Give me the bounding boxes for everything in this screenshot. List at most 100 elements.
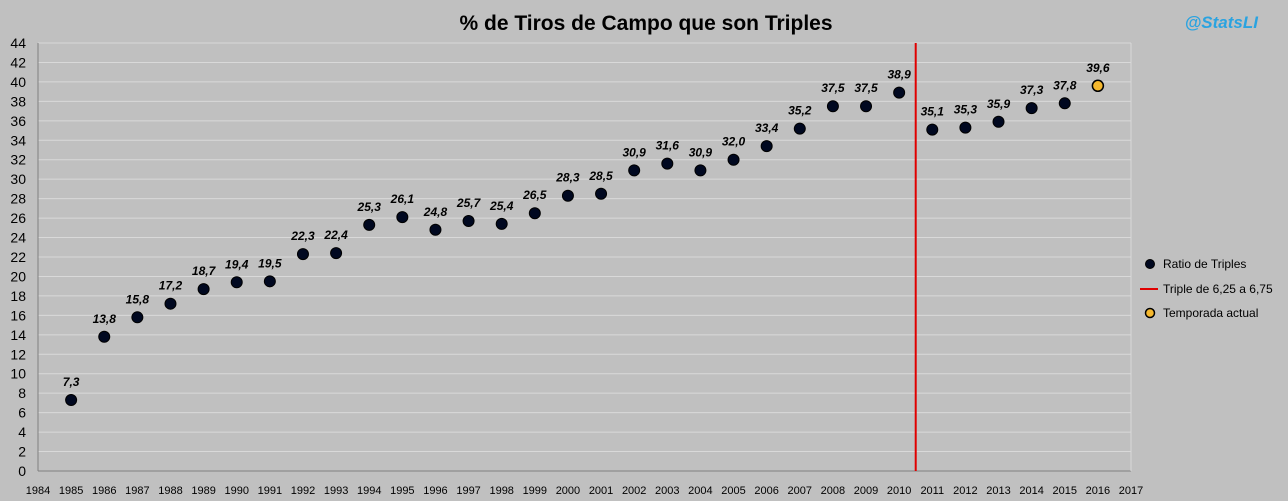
x-tick-label: 2015	[1053, 485, 1077, 497]
data-point	[727, 153, 740, 166]
data-point	[793, 122, 806, 135]
data-point	[926, 123, 939, 136]
data-label: 35,3	[954, 103, 978, 117]
x-tick-label: 1997	[456, 485, 480, 497]
data-point	[363, 218, 376, 231]
data-point	[826, 100, 839, 113]
data-label: 38,9	[887, 68, 911, 82]
data-point	[330, 247, 343, 260]
x-tick-label: 2011	[920, 485, 944, 497]
y-tick-label: 44	[10, 35, 26, 51]
data-label: 22,3	[290, 229, 315, 243]
x-tick-label: 1991	[258, 485, 282, 497]
data-label: 37,3	[1020, 83, 1044, 97]
data-label: 39,6	[1086, 61, 1110, 75]
data-points	[65, 79, 1105, 406]
chart-title: % de Tiros de Campo que son Triples	[459, 12, 832, 35]
data-label: 18,7	[192, 264, 217, 278]
grid	[38, 42, 1131, 453]
y-tick-label: 26	[10, 210, 26, 226]
x-tick-label: 1986	[92, 485, 116, 497]
data-point	[1091, 79, 1105, 93]
data-label: 28,5	[588, 169, 613, 183]
data-label: 37,5	[854, 81, 878, 95]
data-labels: 7,3 13,8 15,8 17,2 18,7 19,4 19,5 22,3 22,4 25,3 2…	[63, 61, 1110, 389]
y-tick-label: 4	[18, 424, 26, 440]
data-label: 15,8	[126, 292, 150, 306]
x-tick-label: 2017	[1119, 485, 1143, 497]
data-label: 19,4	[225, 257, 249, 271]
y-tick-label: 2	[18, 444, 26, 460]
data-point	[263, 275, 276, 288]
data-point	[760, 140, 773, 153]
data-point	[495, 217, 508, 230]
axes: 0246810121416182022242628303234363840424…	[10, 35, 1143, 497]
x-tick-label: 1989	[191, 485, 215, 497]
x-tick-label: 1998	[489, 485, 513, 497]
data-point	[1025, 102, 1038, 115]
x-tick-label: 1988	[158, 485, 182, 497]
y-tick-label: 10	[10, 366, 26, 382]
chart-credit: @StatsLI	[1185, 13, 1260, 32]
data-point	[429, 223, 442, 236]
data-point	[396, 211, 409, 224]
data-label: 13,8	[93, 312, 117, 326]
x-tick-label: 1985	[59, 485, 83, 497]
legend-marker-ratio	[1145, 259, 1155, 269]
y-tick-label: 14	[10, 327, 26, 343]
y-tick-label: 40	[10, 74, 26, 90]
data-label: 22,4	[323, 228, 348, 242]
data-point	[694, 164, 707, 177]
data-point	[230, 276, 243, 289]
x-tick-label: 1994	[357, 485, 381, 497]
y-tick-label: 18	[10, 288, 26, 304]
data-label: 37,5	[821, 81, 845, 95]
data-label: 25,4	[489, 199, 514, 213]
x-tick-label: 2013	[986, 485, 1010, 497]
data-point	[65, 393, 78, 406]
y-tick-label: 30	[10, 171, 26, 187]
data-point	[462, 215, 475, 228]
y-tick-label: 12	[10, 346, 26, 362]
data-label: 19,5	[258, 256, 282, 270]
data-point	[528, 207, 541, 220]
data-point	[595, 187, 608, 200]
x-tick-label: 2010	[887, 485, 911, 497]
data-point	[860, 100, 873, 113]
legend-label-current: Temporada actual	[1163, 306, 1258, 320]
data-point	[628, 164, 641, 177]
data-point	[893, 86, 906, 99]
x-tick-label: 2007	[788, 485, 812, 497]
y-tick-label: 6	[18, 405, 26, 421]
x-tick-label: 2016	[1086, 485, 1110, 497]
x-tick-label: 1992	[291, 485, 315, 497]
x-tick-label: 1996	[423, 485, 447, 497]
x-tick-label: 2003	[655, 485, 679, 497]
legend-label-ratio: Ratio de Triples	[1163, 257, 1246, 271]
y-tick-label: 42	[10, 54, 26, 70]
data-label: 30,9	[689, 145, 713, 159]
y-tick-label: 20	[10, 268, 26, 284]
data-label: 25,7	[456, 196, 482, 210]
data-label: 24,8	[423, 205, 448, 219]
data-point	[959, 121, 972, 134]
data-point	[296, 248, 309, 261]
data-label: 35,9	[987, 97, 1011, 111]
x-tick-label: 2002	[622, 485, 646, 497]
data-point	[561, 189, 574, 202]
data-label: 25,3	[357, 200, 382, 214]
data-point	[98, 330, 111, 343]
data-label: 30,9	[623, 145, 647, 159]
y-tick-label: 22	[10, 249, 26, 265]
y-tick-label: 16	[10, 307, 26, 323]
y-tick-label: 32	[10, 152, 26, 168]
data-point	[197, 283, 210, 296]
data-label: 28,3	[555, 171, 580, 185]
data-label: 32,0	[722, 135, 746, 149]
y-tick-label: 28	[10, 191, 26, 207]
legend-marker-current	[1144, 307, 1156, 319]
x-tick-label: 1999	[523, 485, 547, 497]
x-tick-label: 2005	[721, 485, 745, 497]
